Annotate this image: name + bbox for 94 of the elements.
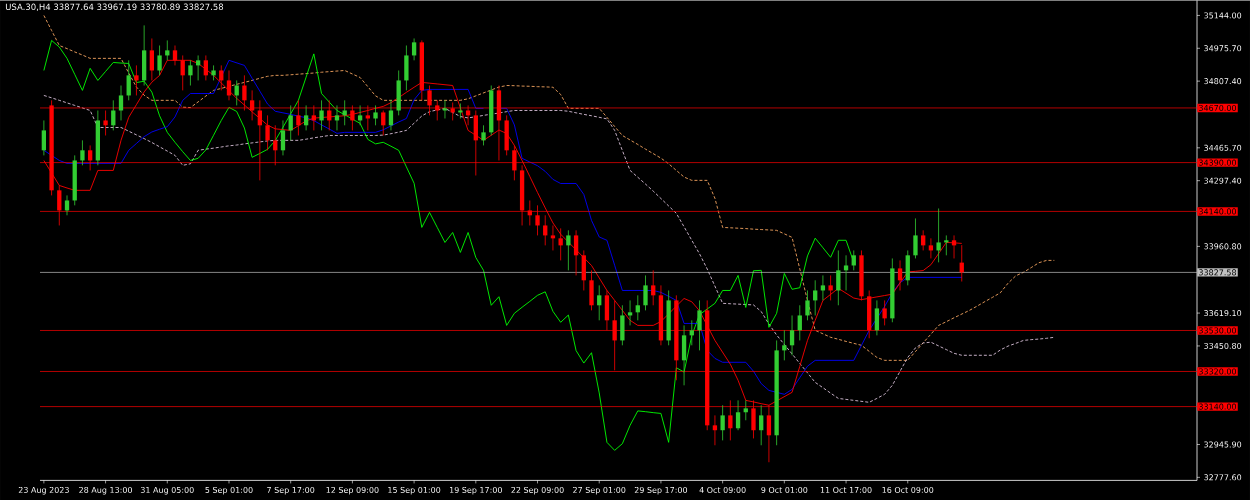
x-tick-label: 23 Aug 2023 — [18, 486, 69, 495]
candlestick — [951, 234, 957, 259]
candlestick — [558, 227, 563, 261]
candlestick — [118, 84, 124, 121]
x-tick-label: 28 Aug 13:00 — [79, 486, 133, 495]
x-tick-label: 4 Oct 09:00 — [699, 486, 746, 493]
candlestick — [782, 329, 787, 361]
candlestick — [134, 64, 139, 96]
candlestick — [913, 217, 918, 259]
x-tick-label: 16 Oct 09:00 — [882, 486, 934, 493]
y-tick-label: 32777.60 — [1204, 474, 1242, 481]
ref-line-label: 33140.00 — [1199, 403, 1237, 410]
y-tick-label: 35144.00 — [1204, 12, 1242, 19]
candlestick — [188, 59, 193, 86]
candlestick — [543, 214, 548, 246]
candlestick — [651, 269, 656, 306]
candlestick — [597, 284, 602, 321]
candlestick — [635, 294, 640, 321]
candlestick — [936, 207, 941, 263]
candlestick — [843, 254, 849, 291]
candlestick — [388, 99, 394, 131]
candlestick — [334, 104, 340, 131]
candlestick — [481, 124, 486, 146]
candlestick — [357, 104, 363, 126]
x-tick-label: 12 Sep 09:00 — [326, 486, 379, 495]
candlestick — [928, 237, 934, 259]
candlestick — [874, 299, 880, 336]
candlestick — [319, 99, 324, 131]
candlestick — [921, 229, 926, 251]
candlestick — [157, 44, 162, 76]
candlestick — [80, 139, 85, 166]
candlestick — [813, 279, 818, 316]
x-tick-label: 31 Aug 05:00 — [140, 486, 194, 495]
candlestick — [720, 404, 725, 441]
candlestick — [759, 404, 764, 446]
candlestick — [373, 104, 378, 126]
candlestick — [165, 39, 170, 61]
candlestick — [897, 259, 903, 291]
candlestick — [303, 104, 309, 131]
candlestick — [41, 119, 47, 156]
candlestick — [643, 274, 648, 311]
candlestick — [550, 224, 556, 251]
ref-line-label: 34390.00 — [1199, 159, 1237, 166]
candlestick — [735, 399, 741, 431]
candlestick — [828, 274, 833, 301]
y-tick-label: 34807.40 — [1204, 77, 1242, 84]
candlestick — [805, 289, 810, 321]
x-tick-label: 5 Sep 01:00 — [205, 486, 253, 495]
candlestick — [280, 119, 286, 156]
ref-line-label: 33827.58 — [1199, 269, 1237, 276]
candlestick — [265, 114, 270, 151]
candlestick — [851, 249, 856, 271]
ref-line-label: 33320.00 — [1199, 368, 1237, 375]
x-tick-label: 27 Sep 01:00 — [573, 486, 626, 495]
candlestick — [820, 274, 826, 301]
y-tick-label: 33450.80 — [1204, 342, 1242, 349]
candlestick — [126, 59, 131, 101]
candlestick — [836, 249, 841, 306]
x-tick-label: 19 Sep 17:00 — [449, 486, 502, 495]
candlestick — [64, 194, 70, 216]
candlestick — [743, 399, 748, 421]
candlestick — [797, 304, 802, 341]
x-tick-label: 11 Oct 17:00 — [820, 486, 872, 493]
candlestick — [882, 299, 887, 326]
candlestick — [111, 99, 116, 131]
y-tick-label: 34975.70 — [1204, 45, 1242, 52]
candlestick — [219, 64, 224, 91]
x-tick-label: 7 Sep 17:00 — [267, 486, 315, 495]
chart-title: USA.30,H4 33877.64 33967.19 33780.89 33827.58 — [5, 3, 224, 11]
candlestick — [689, 319, 694, 346]
x-tick-label: 9 Oct 01:00 — [761, 486, 808, 493]
candlestick — [288, 104, 293, 141]
y-tick-label: 34465.70 — [1204, 144, 1242, 151]
y-tick-label: 33619.10 — [1204, 309, 1242, 316]
candlestick — [789, 314, 795, 356]
ref-line-label: 34140.00 — [1199, 208, 1237, 215]
candlestick — [226, 69, 232, 101]
candlestick — [411, 37, 417, 61]
x-tick-label: 15 Sep 01:00 — [388, 486, 441, 495]
candlestick — [627, 299, 633, 326]
candlestick — [566, 229, 571, 271]
candlestick — [458, 102, 463, 119]
ref-line-label: 33530.00 — [1199, 327, 1237, 334]
y-tick-label: 33960.80 — [1204, 243, 1242, 250]
y-tick-label: 34297.40 — [1204, 177, 1242, 184]
candlestick — [712, 414, 718, 446]
candlestick — [697, 299, 702, 351]
y-tick-label: 32945.90 — [1204, 441, 1242, 448]
x-tick-label: 29 Sep 17:00 — [634, 486, 688, 495]
candlestick — [342, 99, 347, 126]
candlestick — [573, 229, 579, 276]
x-tick-label: 22 Sep 09:00 — [511, 486, 564, 495]
candlestick — [195, 54, 201, 81]
ref-line-label: 34670.00 — [1199, 104, 1237, 111]
